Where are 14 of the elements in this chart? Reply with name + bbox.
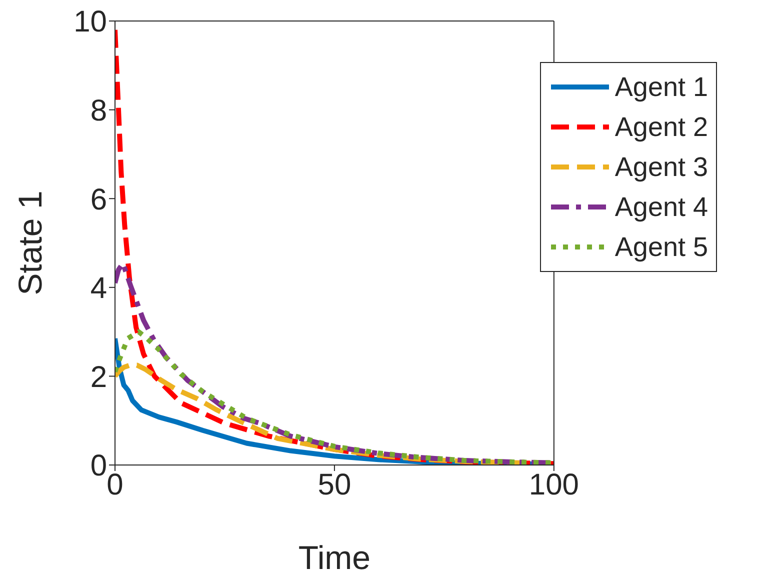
x-tick-label: 100 (528, 468, 579, 502)
y-tick-label: 2 (90, 360, 107, 394)
x-tick-label: 50 (318, 468, 352, 502)
x-axis-title: Time (298, 539, 371, 576)
y-tick-label: 10 (74, 6, 107, 39)
legend-label: Agent 5 (614, 232, 708, 262)
legend-label: Agent 2 (614, 112, 708, 142)
y-tick-label: 6 (90, 183, 107, 216)
legend-label: Agent 1 (614, 72, 708, 102)
legend-label: Agent 4 (614, 192, 708, 222)
y-tick-label: 4 (90, 272, 107, 306)
y-tick-label: 8 (90, 94, 107, 128)
y-axis-title: State 1 (12, 190, 49, 296)
legend-label: Agent 3 (614, 152, 708, 182)
